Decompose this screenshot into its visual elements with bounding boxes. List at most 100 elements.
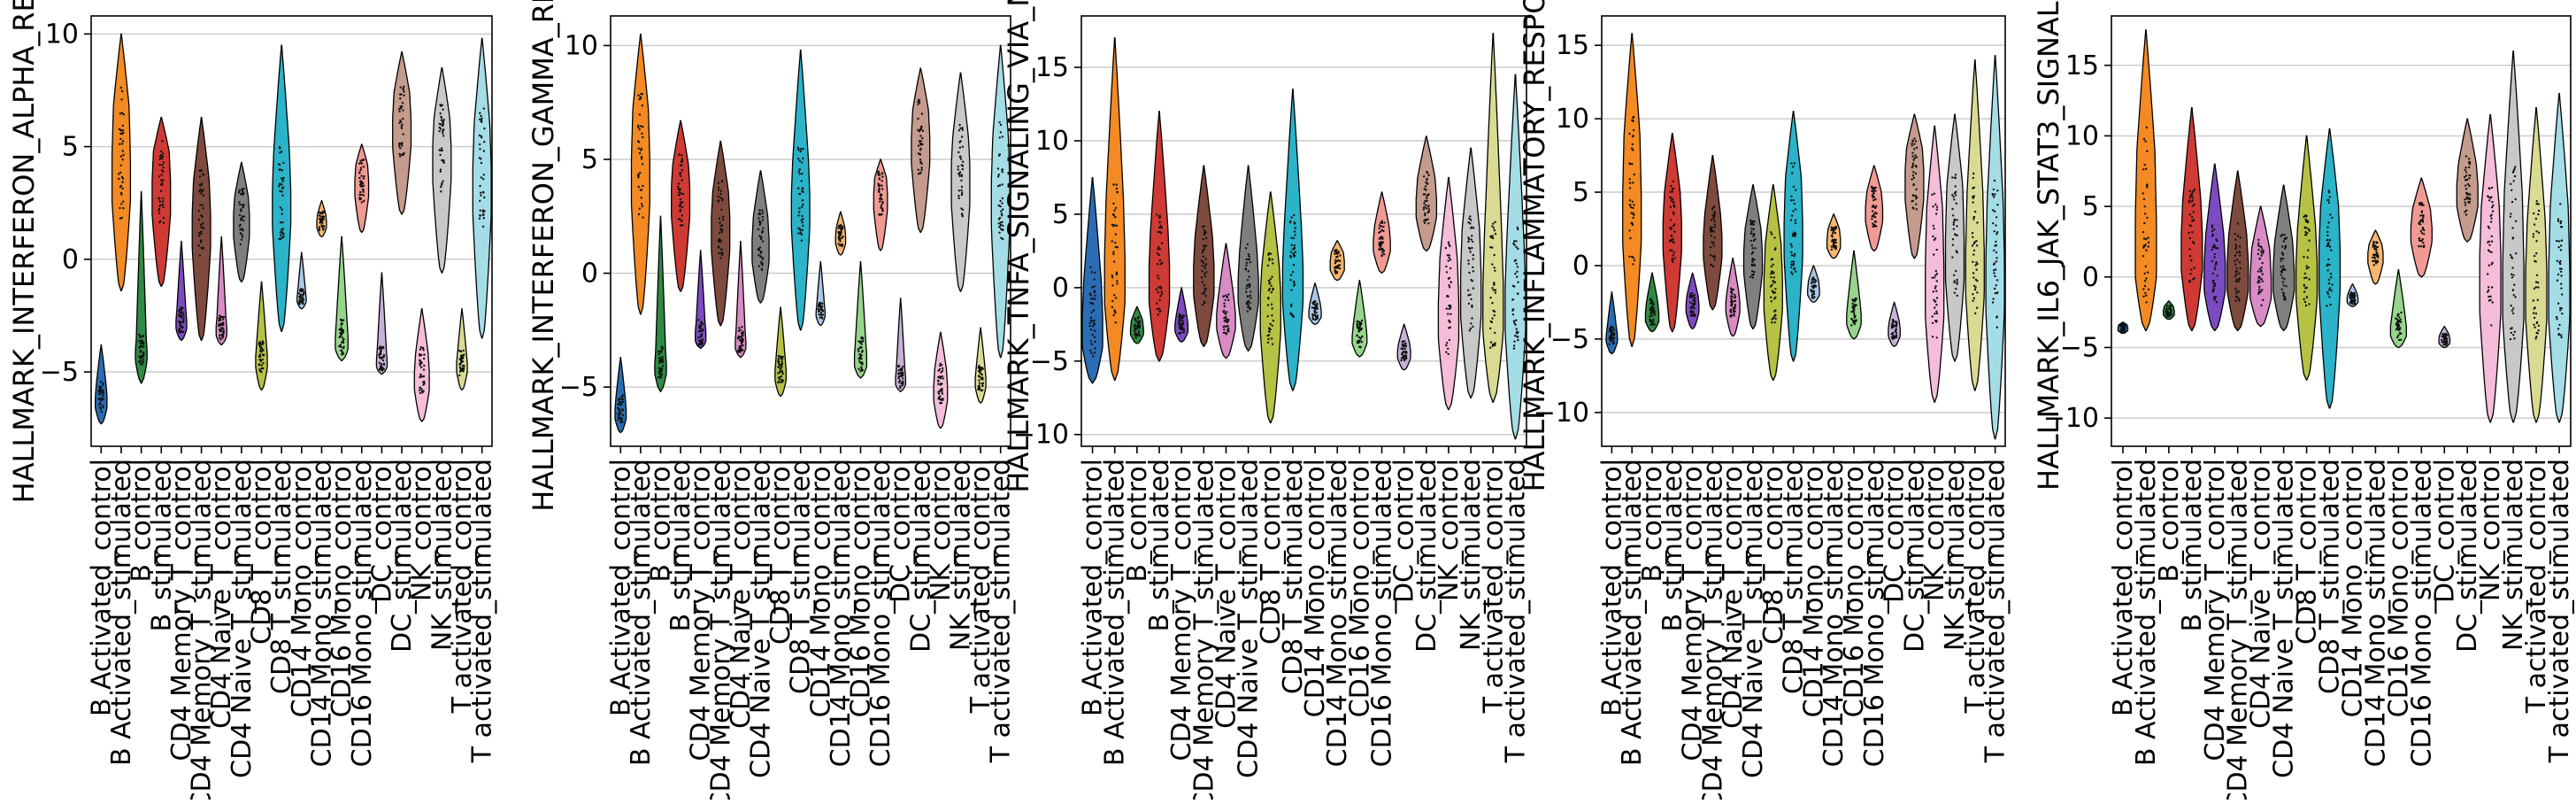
- data-point: [419, 348, 422, 351]
- data-point: [621, 414, 625, 417]
- violin-b_stimulated: [151, 116, 172, 287]
- data-point: [1712, 244, 1715, 247]
- data-point: [2537, 213, 2540, 216]
- data-point: [1895, 325, 1898, 328]
- data-point: [619, 417, 621, 420]
- data-point: [1993, 269, 1995, 272]
- data-point: [960, 164, 964, 166]
- data-point: [2283, 234, 2286, 236]
- data-point: [219, 319, 222, 321]
- data-point: [758, 223, 761, 226]
- data-point: [1935, 312, 1939, 315]
- violin-b-activated_control: [1605, 291, 1619, 355]
- data-point: [1975, 261, 1978, 264]
- data-point: [2145, 237, 2148, 241]
- data-point: [422, 375, 426, 378]
- data-point: [319, 221, 321, 224]
- data-point: [859, 345, 862, 349]
- data-point: [757, 217, 760, 220]
- data-point: [720, 251, 723, 254]
- x-category-label: CD16 Mono_stimulated: [1859, 459, 1890, 767]
- data-point: [420, 366, 423, 368]
- data-point: [1112, 251, 1115, 253]
- data-point: [917, 173, 920, 175]
- data-point: [440, 147, 443, 150]
- data-point: [2535, 200, 2538, 203]
- data-point: [700, 321, 703, 324]
- data-point: [1270, 303, 1273, 305]
- data-point: [1632, 182, 1634, 184]
- data-point: [1089, 340, 1093, 343]
- data-point: [2122, 325, 2125, 328]
- data-point: [2234, 259, 2236, 262]
- data-point: [1935, 304, 1938, 306]
- data-point: [642, 216, 644, 219]
- violin-dc_control: [1888, 301, 1901, 347]
- data-point: [1090, 271, 1094, 274]
- data-point: [219, 338, 222, 341]
- data-point: [1427, 193, 1430, 196]
- data-point: [638, 113, 642, 116]
- data-point: [1293, 244, 1296, 247]
- x-category-label: CD8 T_control: [1758, 459, 1789, 645]
- data-point: [1992, 222, 1995, 225]
- data-point: [220, 315, 224, 319]
- data-point: [1134, 327, 1136, 330]
- data-point: [1201, 281, 1204, 283]
- data-point: [1711, 241, 1713, 244]
- data-point: [1652, 321, 1655, 323]
- data-point: [1872, 192, 1875, 195]
- data-point: [1270, 337, 1273, 340]
- data-point: [1272, 262, 1274, 265]
- data-point: [997, 218, 1001, 220]
- data-point: [996, 185, 1000, 188]
- data-point: [440, 123, 442, 126]
- data-point: [2145, 301, 2148, 304]
- data-point: [419, 360, 423, 364]
- data-point: [280, 177, 283, 180]
- data-point: [281, 232, 284, 235]
- data-point: [378, 347, 381, 351]
- data-point: [2421, 228, 2425, 230]
- data-point: [961, 208, 965, 212]
- data-point: [1994, 210, 1996, 213]
- data-point: [1913, 148, 1916, 151]
- data-point: [1871, 189, 1873, 192]
- data-point: [739, 339, 742, 342]
- data-point: [1467, 262, 1470, 266]
- data-point: [178, 314, 181, 318]
- data-point: [402, 133, 404, 135]
- data-point: [2560, 274, 2563, 277]
- data-point: [2535, 336, 2538, 338]
- data-point: [998, 121, 1001, 124]
- data-point: [1611, 327, 1615, 329]
- data-point: [1245, 264, 1248, 267]
- x-category-label: CD16 Mono_stimulated: [865, 459, 896, 767]
- y-tick-label: 5: [2082, 191, 2099, 222]
- data-point: [858, 360, 861, 363]
- data-point: [298, 300, 302, 303]
- data-point: [441, 182, 443, 185]
- y-tick-label: −10: [2043, 403, 2099, 434]
- data-point: [1633, 204, 1635, 206]
- data-point: [1337, 259, 1340, 261]
- x-category-label: CD4 Naive T_stimulated: [1234, 459, 1265, 778]
- data-point: [2465, 191, 2468, 195]
- data-point: [2512, 180, 2515, 182]
- data-point: [1404, 355, 1407, 359]
- data-point: [657, 376, 660, 379]
- data-point: [721, 215, 725, 219]
- data-point: [978, 364, 980, 367]
- data-point: [299, 289, 302, 291]
- y-tick-label: 5: [1573, 177, 1589, 208]
- data-point: [1467, 240, 1470, 244]
- data-point: [637, 124, 640, 128]
- data-point: [1710, 253, 1712, 257]
- data-point: [2142, 137, 2146, 141]
- data-point: [1973, 288, 1977, 291]
- data-point: [937, 383, 940, 385]
- data-point: [796, 146, 800, 150]
- data-point: [299, 297, 303, 299]
- data-point: [1266, 304, 1270, 306]
